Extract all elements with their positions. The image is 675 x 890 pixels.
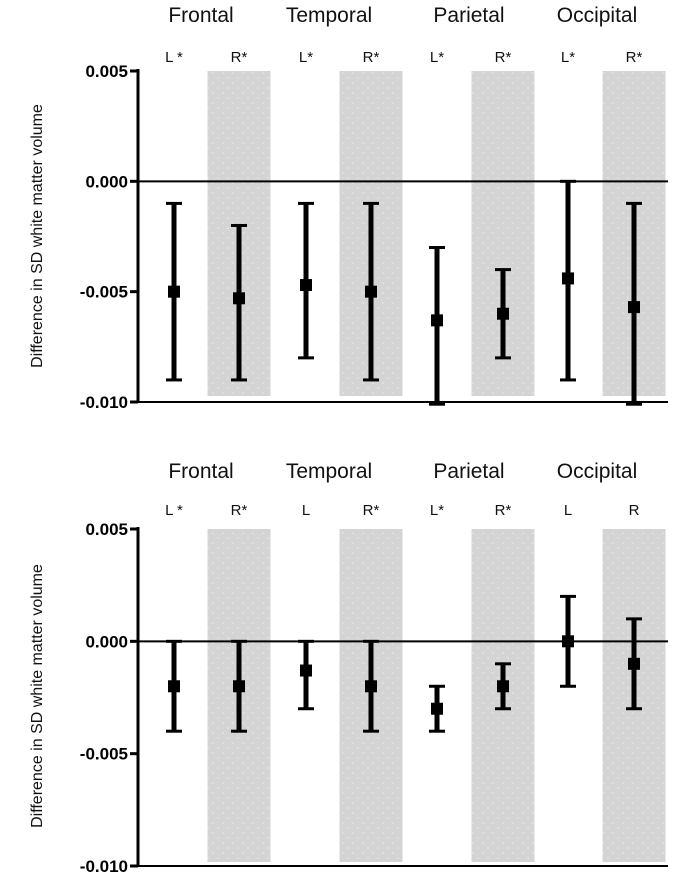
data-point — [497, 680, 509, 693]
data-point — [300, 279, 312, 292]
data-point — [431, 314, 443, 327]
data-point — [628, 301, 640, 314]
hemisphere-label: L — [302, 502, 310, 519]
hemisphere-label: L* — [430, 49, 444, 66]
data-point — [628, 657, 640, 670]
data-point — [431, 702, 443, 715]
region-label: Parietal — [433, 4, 504, 27]
hemisphere-label: R — [629, 502, 640, 519]
data-point — [562, 272, 574, 285]
region-label: Temporal — [286, 460, 372, 483]
data-point — [562, 635, 574, 648]
data-point — [365, 285, 377, 298]
region-label: Frontal — [168, 460, 233, 483]
region-label: Parietal — [433, 460, 504, 483]
hemisphere-label: L * — [165, 502, 183, 519]
hemisphere-label: L * — [165, 49, 183, 66]
y-axis-label: Difference in SD white matter volume — [29, 564, 46, 828]
data-point — [365, 680, 377, 693]
data-point — [300, 664, 312, 677]
hemisphere-label: R* — [363, 502, 380, 519]
data-point — [233, 680, 245, 693]
y-tick-label: -0.010 — [80, 393, 128, 412]
region-label: Temporal — [286, 4, 372, 27]
hemisphere-label: R* — [626, 49, 643, 66]
y-tick-label: -0.010 — [80, 857, 128, 876]
data-point — [233, 292, 245, 305]
hemisphere-label: R* — [495, 49, 512, 66]
data-point — [168, 285, 180, 298]
hemisphere-label: R* — [363, 49, 380, 66]
y-tick-label: 0.000 — [85, 172, 128, 191]
region-label: Occipital — [557, 4, 638, 27]
hemisphere-label: R* — [495, 502, 512, 519]
hemisphere-label: L* — [299, 49, 313, 66]
hemisphere-label: L* — [430, 502, 444, 519]
hemisphere-label: R* — [231, 49, 248, 66]
hemisphere-label: L* — [561, 49, 575, 66]
y-tick-label: -0.005 — [80, 283, 128, 302]
region-label: Occipital — [557, 460, 638, 483]
y-tick-label: 0.000 — [85, 632, 128, 651]
data-point — [168, 680, 180, 693]
data-point — [497, 307, 509, 320]
hemisphere-label: L — [564, 502, 572, 519]
hemisphere-label: R* — [231, 502, 248, 519]
y-tick-label: 0.005 — [85, 62, 128, 81]
y-tick-label: -0.005 — [80, 745, 128, 764]
y-axis-label: Difference in SD white matter volume — [29, 104, 46, 368]
region-label: Frontal — [168, 4, 233, 27]
y-tick-label: 0.005 — [85, 520, 128, 539]
